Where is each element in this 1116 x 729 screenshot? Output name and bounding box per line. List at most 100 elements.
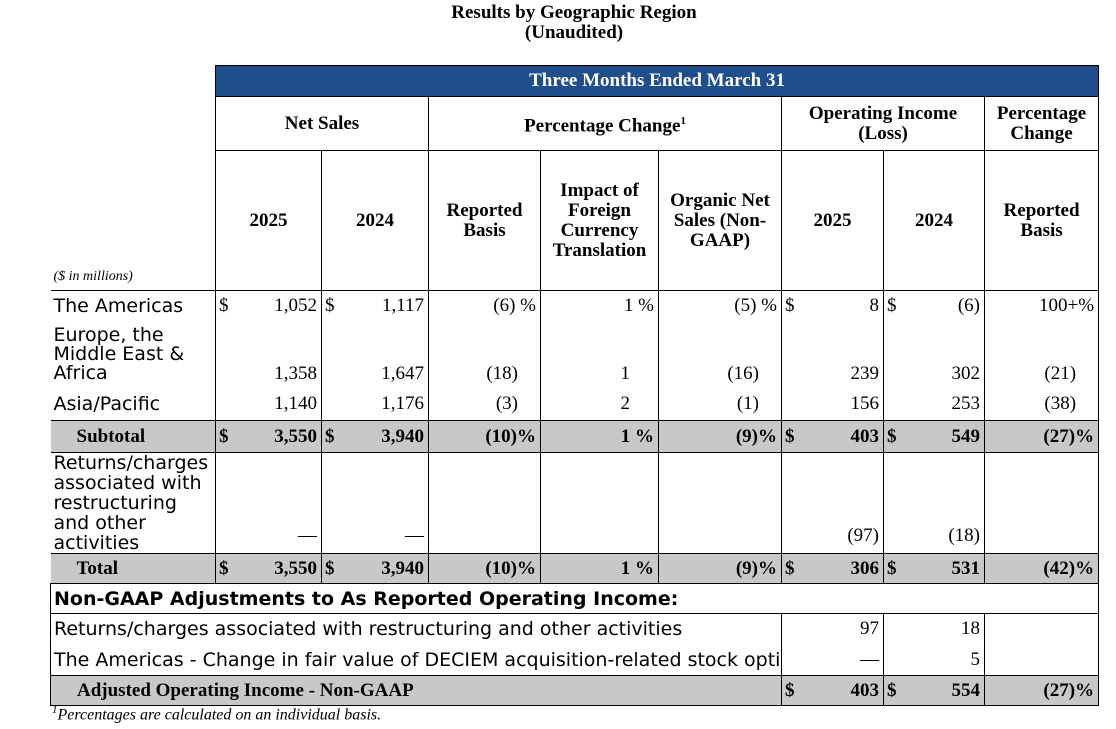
cell-value: 1,647	[381, 362, 424, 384]
cell-value: 531	[951, 557, 981, 579]
currency: $	[325, 557, 335, 579]
cell-value: (10)%	[485, 557, 536, 579]
title-sub: (Unaudited)	[524, 22, 624, 43]
cell-value: 554	[951, 679, 981, 701]
cell-value: 403	[850, 679, 880, 701]
adjustment-row: The Americas - Change in fair value of D…	[50, 644, 1100, 676]
pct-sign: %	[520, 294, 536, 316]
row-label: Total	[50, 553, 216, 584]
cell-value: (97)	[847, 525, 879, 546]
period-banner: Three Months Ended March 31	[214, 65, 1100, 97]
row-label: Asia/Pacific	[53, 393, 161, 416]
cell-value: 3,550	[274, 425, 317, 447]
units-label: ($ in millions)	[53, 269, 133, 284]
pct-sign: %	[761, 294, 777, 316]
currency: $	[785, 425, 795, 447]
cell-value: 1	[620, 557, 631, 579]
cell-value: 8	[869, 294, 880, 316]
cell-value: 403	[850, 425, 880, 447]
cell-value: 100+%	[1039, 294, 1095, 316]
currency: $	[887, 425, 897, 447]
cell-value: (27)%	[1043, 679, 1095, 701]
col-ns-2025: 2025	[215, 150, 322, 291]
currency: $	[887, 679, 897, 701]
currency: $	[219, 425, 229, 447]
adjustment-row: Returns/charges associated with restruct…	[50, 613, 1100, 645]
cell-value: 3,940	[381, 425, 424, 447]
currency: $	[219, 557, 229, 579]
cell-value: 239	[850, 362, 880, 384]
col-ns-2024: 2024	[321, 150, 429, 291]
cell-value: 5	[970, 648, 981, 670]
cell-value: 549	[951, 425, 981, 447]
cell-value: 1,140	[274, 393, 317, 415]
row-label: The Americas - Change in fair value of D…	[54, 648, 782, 671]
pct-change2-header: Percentage Change	[983, 96, 1100, 151]
cell-value: 1,117	[381, 294, 424, 316]
cell-value: (3)	[495, 393, 518, 415]
row-label: Europe, the Middle East & Africa	[53, 324, 185, 384]
cell-value: (27)%	[1043, 425, 1095, 447]
cell-value: 302	[951, 362, 981, 384]
row-label: Subtotal	[50, 420, 216, 453]
row-label: Adjusted Operating Income - Non-GAAP	[50, 675, 782, 706]
footnote-ref: 1	[680, 114, 686, 127]
cell-value: —	[860, 648, 879, 670]
nongaap-title-row: Non-GAAP Adjustments to As Reported Oper…	[50, 583, 1099, 614]
results-table: Three Months Ended March 31 Net Sales Pe…	[50, 65, 1100, 706]
adjusted-oi-row: Adjusted Operating Income - Non-GAAP $40…	[50, 675, 1100, 706]
cell-value: 97	[860, 618, 879, 640]
nongaap-title: Non-GAAP Adjustments to As Reported Oper…	[54, 587, 679, 610]
col-reported-basis-2: Reported Basis	[983, 150, 1100, 291]
returns-row: Returns/charges associated with restruct…	[50, 452, 1100, 554]
op-income-header: Operating Income (Loss)	[781, 96, 985, 151]
cell-value: 306	[850, 557, 880, 579]
currency: $	[887, 294, 897, 316]
row-label: The Americas	[53, 294, 184, 317]
pct-sign: %	[638, 294, 654, 316]
row-label: Returns/charges associated with restruct…	[50, 452, 216, 554]
pct-change-label: Percentage Change	[524, 115, 681, 137]
row-label: Returns/charges associated with restruct…	[54, 618, 683, 641]
cell-value: (18)	[948, 525, 980, 546]
currency: $	[219, 294, 229, 316]
col-impact-fx: Impact of Foreign Currency Translation	[540, 150, 659, 291]
cell-value: —	[405, 525, 424, 546]
footnote-marker: 1	[52, 704, 58, 716]
cell-value: 253	[951, 393, 981, 415]
cell-value: 1	[620, 425, 631, 447]
report-title: Results by Geographic Region (Unaudited)	[0, 3, 1116, 43]
col-oi-2025: 2025	[781, 150, 884, 291]
cell-value: (38)	[1044, 393, 1077, 415]
group-header-row: Net Sales Percentage Change1 Operating I…	[51, 96, 1100, 151]
cell-value: 18	[961, 618, 980, 640]
cell-value: 1,358	[274, 362, 317, 384]
col-organic: Organic Net Sales (Non-GAAP)	[658, 150, 782, 291]
pct-sign: %	[635, 425, 654, 447]
table-row: Asia/Pacific 1,140 1,176 (3) 2 (1) 156 2…	[51, 388, 1100, 421]
cell-value: (16)	[727, 362, 759, 384]
cell-value: (9)%	[735, 557, 777, 579]
footnote: 1Percentages are calculated on an indivi…	[52, 704, 381, 724]
cell-value: (6)	[493, 294, 516, 316]
net-sales-header: Net Sales	[215, 96, 429, 151]
currency: $	[785, 294, 795, 316]
cell-value: (9)%	[735, 425, 777, 447]
cell-value: (10)%	[485, 425, 536, 447]
cell-value: 2	[620, 393, 631, 415]
cell-value: 1,052	[274, 294, 317, 316]
currency: $	[887, 557, 897, 579]
column-header-row: ($ in millions) 2025 2024 Reported Basis…	[51, 150, 1100, 291]
cell-value: (6)	[957, 294, 980, 316]
currency: $	[325, 294, 335, 316]
pct-change-header: Percentage Change1	[428, 96, 782, 151]
currency: $	[785, 679, 795, 701]
col-oi-2024: 2024	[883, 150, 985, 291]
cell-value: —	[298, 525, 317, 546]
banner-row: Three Months Ended March 31	[51, 65, 1100, 97]
footnote-text: Percentages are calculated on an individ…	[57, 706, 382, 724]
table-row: Europe, the Middle East & Africa 1,358 1…	[51, 320, 1100, 389]
cell-value: 1,176	[381, 393, 424, 415]
total-row: Total $3,550 $3,940 (10)% 1 % (9)% $306 …	[50, 553, 1100, 584]
subtotal-row: Subtotal $3,550 $3,940 (10)% 1 % (9)% $4…	[50, 420, 1100, 453]
